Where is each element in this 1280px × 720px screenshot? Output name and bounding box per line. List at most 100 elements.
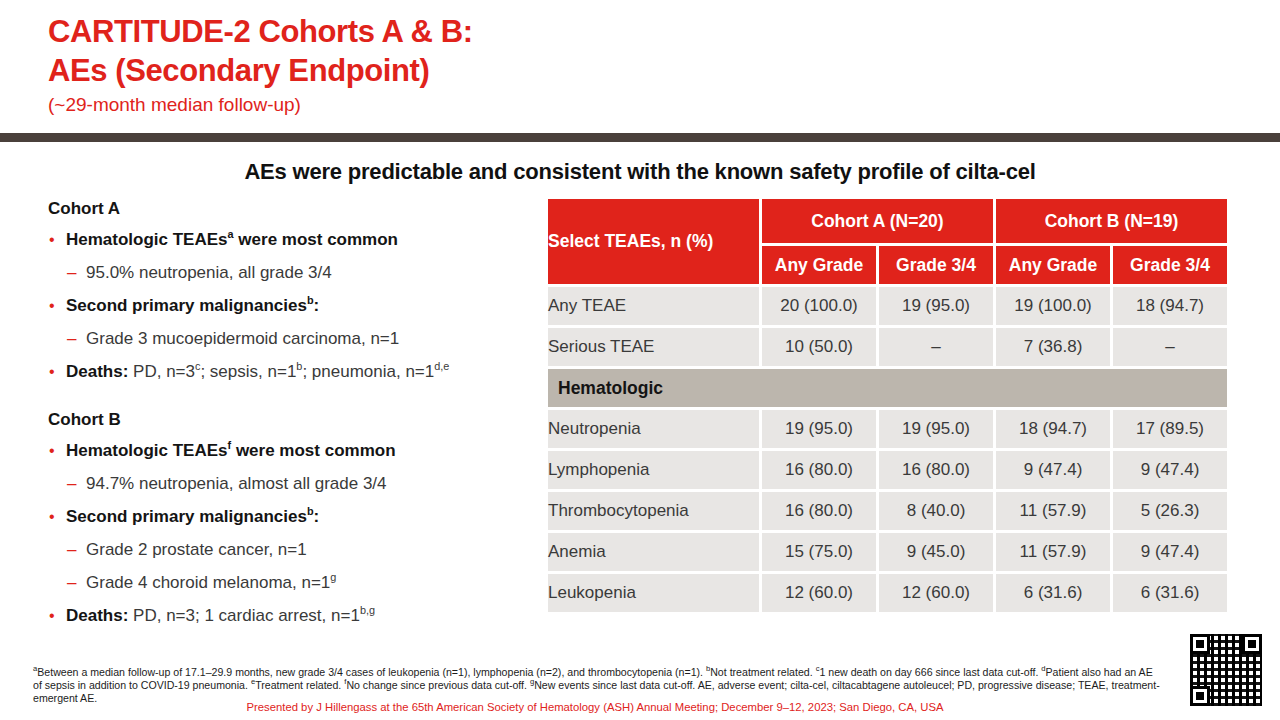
cell-value: 18 (94.7) <box>1113 287 1227 325</box>
cell-value: 20 (100.0) <box>762 287 876 325</box>
table-row: Lymphopenia 16 (80.0) 16 (80.0) 9 (47.4)… <box>548 451 1227 489</box>
header-divider-bar <box>0 133 1280 142</box>
left-column: Cohort A Hematologic TEAEsa were most co… <box>48 199 548 639</box>
key-message-headline: AEs were predictable and consistent with… <box>0 159 1280 185</box>
qr-finder-icon <box>1190 686 1210 706</box>
cell-value: 17 (89.5) <box>1113 410 1227 448</box>
footnote-marker: d,e <box>434 360 449 372</box>
cell-value: 9 (47.4) <box>996 451 1110 489</box>
cell-value: 12 (60.0) <box>879 574 993 612</box>
text-segment: Second primary malignancies <box>66 507 307 526</box>
cell-value: 16 (80.0) <box>762 492 876 530</box>
cell-value: 19 (95.0) <box>762 410 876 448</box>
text-segment: were most common <box>234 230 398 249</box>
footnote-text: 1 new death on day 666 since last data c… <box>819 666 1041 678</box>
cell-value: – <box>879 328 993 366</box>
slide-title: CARTITUDE-2 Cohorts A & B: AEs (Secondar… <box>48 12 473 90</box>
cell-value: 6 (31.6) <box>1113 574 1227 612</box>
row-label: Thrombocytopenia <box>548 492 759 530</box>
cohort-a-sub-carcinoma: Grade 3 mucoepidermoid carcinoma, n=1 <box>48 329 548 349</box>
table-row: Thrombocytopenia 16 (80.0) 8 (40.0) 11 (… <box>548 492 1227 530</box>
text-segment: Deaths: <box>66 362 128 381</box>
cell-value: 5 (26.3) <box>1113 492 1227 530</box>
table-group-header-cohort-b: Cohort B (N=19) <box>996 199 1227 243</box>
text-segment: ; sepsis, n=1 <box>200 362 296 381</box>
row-label: Anemia <box>548 533 759 571</box>
table-header-row-groups: Select TEAEs, n (%) Cohort A (N=20) Coho… <box>548 199 1227 243</box>
footnotes-block: aBetween a median follow-up of 17.1–29.9… <box>33 666 1163 706</box>
text-segment: Grade 3 mucoepidermoid carcinoma, n=1 <box>86 329 399 348</box>
table-row: Leukopenia 12 (60.0) 12 (60.0) 6 (31.6) … <box>548 574 1227 612</box>
slide-subtitle: (~29-month median follow-up) <box>48 93 473 117</box>
footnote-marker: b <box>307 505 314 517</box>
cell-value: 19 (95.0) <box>879 287 993 325</box>
text-segment: Deaths: <box>66 606 128 625</box>
table-subheader: Grade 3/4 <box>879 246 993 284</box>
cell-value: 15 (75.0) <box>762 533 876 571</box>
cell-value: 11 (57.9) <box>996 533 1110 571</box>
cell-value: – <box>1113 328 1227 366</box>
row-label: Any TEAE <box>548 287 759 325</box>
cohort-b-sub-melanoma: Grade 4 choroid melanoma, n=1g <box>48 573 548 593</box>
cell-value: 9 (47.4) <box>1113 451 1227 489</box>
footnote-text: Between a median follow-up of 17.1–29.9 … <box>37 666 706 678</box>
cohort-b-bullet-hematologic: Hematologic TEAEsf were most common <box>48 441 548 461</box>
table-subheader: Any Grade <box>762 246 876 284</box>
table-row: Neutropenia 19 (95.0) 19 (95.0) 18 (94.7… <box>548 410 1227 448</box>
text-segment: were most common <box>231 441 395 460</box>
cohort-b-bullet-malignancies: Second primary malignanciesb: <box>48 507 548 527</box>
cell-value: 8 (40.0) <box>879 492 993 530</box>
footnote-text: No change since previous data cut-off. <box>346 679 530 691</box>
cell-value: 6 (31.6) <box>996 574 1110 612</box>
row-label: Leukopenia <box>548 574 759 612</box>
table-row: Serious TEAE 10 (50.0) – 7 (36.8) – <box>548 328 1227 366</box>
table-section-row-hematologic: Hematologic <box>548 369 1227 407</box>
cell-value: 19 (100.0) <box>996 287 1110 325</box>
cell-value: 9 (47.4) <box>1113 533 1227 571</box>
table-corner-header: Select TEAEs, n (%) <box>548 199 759 284</box>
cohort-b-sub-neutropenia: 94.7% neutropenia, almost all grade 3/4 <box>48 474 548 494</box>
cell-value: 7 (36.8) <box>996 328 1110 366</box>
row-label: Neutropenia <box>548 410 759 448</box>
text-segment: : <box>314 296 320 315</box>
row-label: Serious TEAE <box>548 328 759 366</box>
cohort-b-heading: Cohort B <box>48 410 548 430</box>
footnote-text: Not treatment related. <box>710 666 815 678</box>
text-segment: Grade 4 choroid melanoma, n=1 <box>86 573 330 592</box>
presented-by-line: Presented by J Hillengass at the 65th Am… <box>0 701 1190 713</box>
cohort-b-section: Cohort B Hematologic TEAEsf were most co… <box>48 410 548 626</box>
text-segment: : <box>314 507 320 526</box>
cell-value: 16 (80.0) <box>762 451 876 489</box>
table-row: Anemia 15 (75.0) 9 (45.0) 11 (57.9) 9 (4… <box>548 533 1227 571</box>
row-label: Lymphopenia <box>548 451 759 489</box>
slide-title-line1: CARTITUDE-2 Cohorts A & B: <box>48 12 473 51</box>
cell-value: 12 (60.0) <box>762 574 876 612</box>
text-segment: 95.0% neutropenia, all grade 3/4 <box>86 263 332 282</box>
footnote-marker: g <box>330 571 336 583</box>
cell-value: 10 (50.0) <box>762 328 876 366</box>
cell-value: 11 (57.9) <box>996 492 1110 530</box>
footnote-marker: b <box>307 294 314 306</box>
slide-root: CARTITUDE-2 Cohorts A & B: AEs (Secondar… <box>0 0 1280 720</box>
cohort-a-heading: Cohort A <box>48 199 548 219</box>
text-segment: 94.7% neutropenia, almost all grade 3/4 <box>86 474 387 493</box>
text-segment: ; pneumonia, n=1 <box>302 362 434 381</box>
table-subheader: Any Grade <box>996 246 1110 284</box>
text-segment: Hematologic TEAEs <box>66 230 228 249</box>
qr-finder-icon <box>1242 634 1262 654</box>
text-segment: PD, n=3 <box>128 362 195 381</box>
cell-value: 18 (94.7) <box>996 410 1110 448</box>
footnote-text: Treatment related. <box>255 679 344 691</box>
cohort-a-bullet-malignancies: Second primary malignanciesb: <box>48 296 548 316</box>
qr-code <box>1190 634 1262 706</box>
cohort-a-bullet-deaths: Deaths: PD, n=3c; sepsis, n=1b; pneumoni… <box>48 362 548 382</box>
cohort-b-sub-prostate: Grade 2 prostate cancer, n=1 <box>48 540 548 560</box>
cohort-b-bullet-deaths: Deaths: PD, n=3; 1 cardiac arrest, n=1b,… <box>48 606 548 626</box>
table-subheader: Grade 3/4 <box>1113 246 1227 284</box>
cell-value: 19 (95.0) <box>879 410 993 448</box>
footnote-marker: b,g <box>360 604 375 616</box>
text-segment: PD, n=3; 1 cardiac arrest, n=1 <box>128 606 360 625</box>
text-segment: Hematologic TEAEs <box>66 441 228 460</box>
cohort-a-sub-neutropenia: 95.0% neutropenia, all grade 3/4 <box>48 263 548 283</box>
slide-header: CARTITUDE-2 Cohorts A & B: AEs (Secondar… <box>48 12 473 117</box>
